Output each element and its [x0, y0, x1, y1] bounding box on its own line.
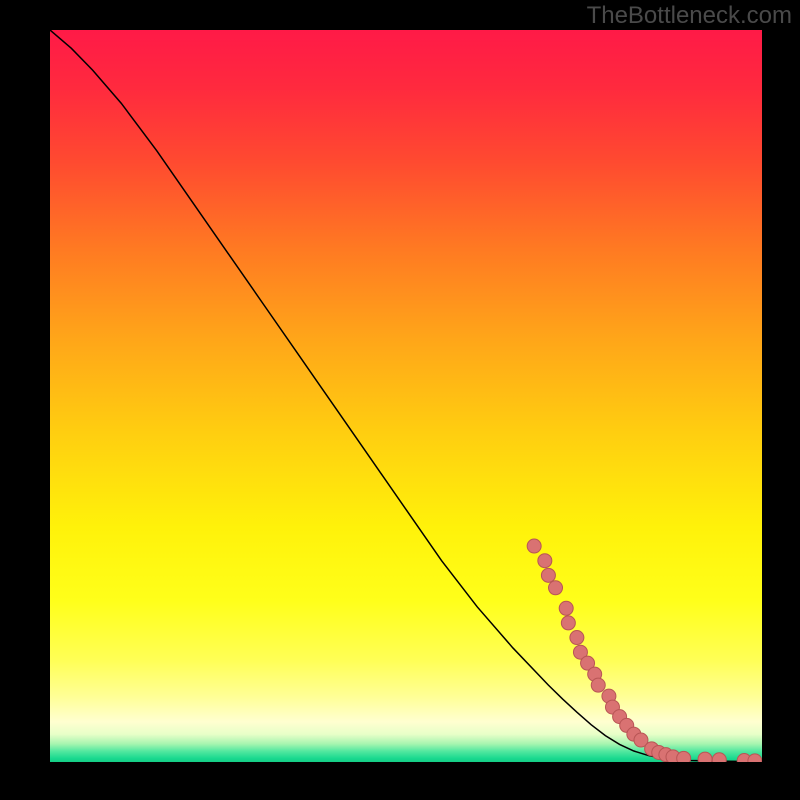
data-marker — [527, 539, 541, 553]
data-marker — [570, 631, 584, 645]
watermark-text: TheBottleneck.com — [587, 2, 792, 30]
curve-line — [50, 30, 762, 762]
data-marker — [712, 753, 726, 762]
data-marker — [561, 616, 575, 630]
data-marker — [591, 678, 605, 692]
plot-area — [50, 30, 762, 762]
data-marker — [541, 568, 555, 582]
chart-overlay — [50, 30, 762, 762]
data-marker — [559, 601, 573, 615]
data-marker — [748, 754, 762, 762]
data-marker — [698, 752, 712, 762]
chart-container: TheBottleneck.com — [0, 0, 800, 800]
data-marker — [538, 554, 552, 568]
marker-group — [527, 539, 762, 762]
data-marker — [677, 751, 691, 762]
data-marker — [549, 581, 563, 595]
